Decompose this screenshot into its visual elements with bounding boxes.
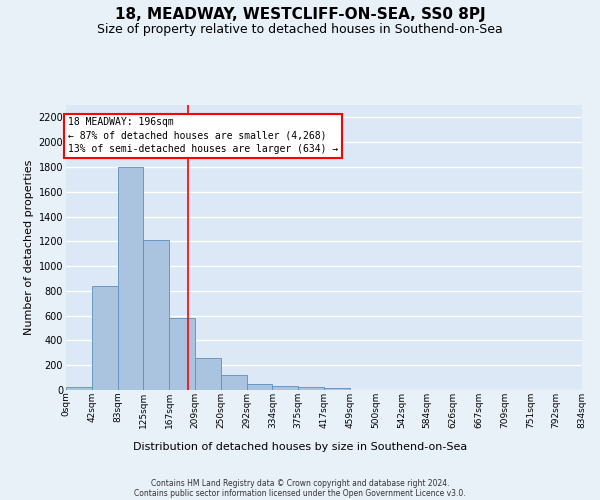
Text: 18 MEADWAY: 196sqm
← 87% of detached houses are smaller (4,268)
13% of semi-deta: 18 MEADWAY: 196sqm ← 87% of detached hou… [68,118,338,154]
Bar [92,286,118,390]
Text: Size of property relative to detached houses in Southend-on-Sea: Size of property relative to detached ho… [97,22,503,36]
Bar [169,318,195,390]
Text: Contains public sector information licensed under the Open Government Licence v3: Contains public sector information licen… [134,488,466,498]
Text: 18, MEADWAY, WESTCLIFF-ON-SEA, SS0 8PJ: 18, MEADWAY, WESTCLIFF-ON-SEA, SS0 8PJ [115,8,485,22]
Bar [221,375,247,390]
Text: Contains HM Land Registry data © Crown copyright and database right 2024.: Contains HM Land Registry data © Crown c… [151,478,449,488]
Bar [247,384,272,390]
Bar [324,388,350,390]
Text: Distribution of detached houses by size in Southend-on-Sea: Distribution of detached houses by size … [133,442,467,452]
Bar [66,387,92,390]
Bar [118,167,143,390]
Bar [298,387,324,390]
Bar [143,240,169,390]
Bar [272,386,298,390]
Y-axis label: Number of detached properties: Number of detached properties [25,160,34,335]
Bar [195,358,221,390]
